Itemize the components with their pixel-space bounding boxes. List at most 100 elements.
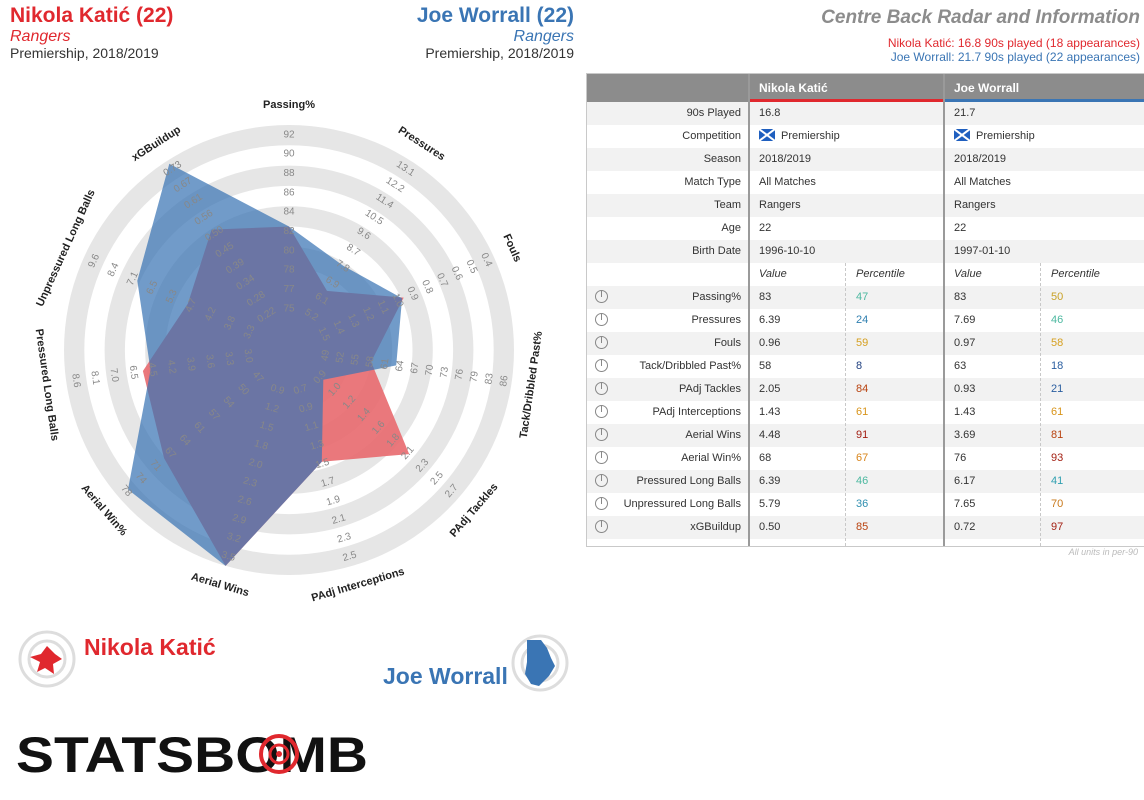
player1-value-text: All Matches — [759, 176, 816, 188]
tick-label: 3.3 — [222, 351, 235, 367]
table-row: Fouls 0.96 59 0.97 58 — [587, 332, 1144, 355]
scotland-flag-icon — [759, 129, 775, 141]
table-row: Unpressured Long Balls 5.79 36 7.65 70 — [587, 493, 1144, 516]
player1-percentile: 84 — [856, 383, 869, 395]
player1-value: 22 — [759, 217, 771, 240]
tick-label: 3.3 — [242, 323, 258, 341]
radar-series — [128, 163, 410, 566]
row-label: PAdj Interceptions — [652, 406, 741, 418]
scotland-flag-icon — [954, 129, 970, 141]
row-label: Pressured Long Balls — [636, 475, 741, 487]
column-divider — [943, 74, 945, 546]
player1-value: 83 — [759, 291, 772, 303]
tick-label: 92 — [283, 129, 295, 140]
tick-label: 1.7 — [320, 475, 337, 490]
tick-label: 1.9 — [325, 494, 342, 509]
player2-competition: Premiership, 2018/2019 — [425, 45, 574, 61]
player2-percentile: 61 — [1051, 406, 1064, 418]
tick-label: 0.6 — [449, 265, 465, 283]
axis-label: Tack/Dribbled Past% — [518, 330, 545, 439]
player1-team: Rangers — [10, 28, 71, 45]
tick-label: 1.4 — [331, 319, 347, 337]
tick-label: 8.4 — [106, 261, 122, 279]
table-subheader: Value Percentile Value Percentile — [587, 263, 1144, 286]
player2-value: 2018/2019 — [954, 148, 1006, 171]
table-row: xGBuildup 0.50 85 0.72 97 — [587, 516, 1144, 539]
axis-label: Pressured Long Balls — [33, 328, 61, 442]
player1-percentile: 91 — [856, 429, 869, 441]
tick-label: 1.0 — [390, 292, 406, 310]
table-row: Tack/Dribbled Past% 58 8 63 18 — [587, 355, 1144, 378]
tick-label: 75 — [283, 303, 295, 314]
player1-percentile: 46 — [856, 475, 869, 487]
tick-label: 0.9 — [404, 285, 420, 303]
tick-label: 80 — [283, 245, 295, 256]
tick-label: 2.3 — [336, 531, 353, 546]
player2-value: Premiership — [954, 125, 1035, 148]
tick-label: 0.9 — [298, 401, 315, 416]
player2-value-text: Rangers — [954, 199, 996, 211]
tick-label: 88 — [283, 168, 295, 179]
tick-label: 4.7 — [183, 296, 199, 314]
table-header: Nikola Katić Joe Worrall — [587, 74, 1144, 102]
radar-chart: 757778808284868890925.26.16.97.88.79.610… — [33, 99, 545, 604]
tick-label: 1.5 — [314, 457, 331, 472]
tick-label: 2.3 — [242, 475, 259, 490]
player2-value-text: 2018/2019 — [954, 153, 1006, 165]
axis-label: Aerial Wins — [190, 571, 251, 599]
player1-value-text: 2018/2019 — [759, 153, 811, 165]
tick-label: 76 — [454, 368, 467, 381]
tick-label: 86 — [283, 187, 295, 198]
tick-label: 78 — [283, 265, 295, 276]
tick-label: 90 — [283, 149, 295, 160]
player2-percentile: 18 — [1051, 360, 1064, 372]
table-row: Birth Date 1996-10-10 1997-01-10 — [587, 240, 1144, 263]
player1-value-text: 22 — [759, 222, 772, 234]
radar-series-2 — [128, 163, 403, 566]
tick-label: 61 — [379, 357, 392, 370]
player2-percentile: 70 — [1051, 498, 1064, 510]
table-row: PAdj Interceptions 1.43 61 1.43 61 — [587, 401, 1144, 424]
tick-label: 2.0 — [247, 457, 264, 472]
player2-value: 21.7 — [954, 102, 975, 125]
tick-label: 0.7 — [434, 272, 450, 290]
player2-percentile: 58 — [1051, 337, 1064, 349]
tick-label: 1.1 — [375, 299, 391, 317]
player1-value: 0.50 — [759, 521, 781, 533]
row-label: Age — [721, 222, 741, 234]
tick-label: 3.6 — [203, 354, 216, 370]
tick-label: 7.1 — [125, 270, 141, 288]
tick-label: 79 — [468, 370, 481, 383]
player1-name: Nikola Katić (22) — [10, 4, 174, 27]
percentile-header: Percentile — [856, 268, 905, 280]
tick-label: 1.2 — [360, 305, 376, 323]
player2-percentile: 21 — [1051, 383, 1064, 395]
player2-value-text: Premiership — [976, 130, 1035, 142]
player1-percentile: 61 — [856, 406, 869, 418]
player1-percentile: 47 — [856, 291, 869, 303]
tick-label: 0.9 — [269, 383, 286, 398]
player2-percentile: 81 — [1051, 429, 1064, 441]
row-label: PAdj Tackles — [679, 383, 741, 395]
tick-label: 0.8 — [419, 278, 435, 296]
player2-value: 7.69 — [954, 314, 976, 326]
player2-percentile: 93 — [1051, 452, 1064, 464]
player1-percentile: 24 — [856, 314, 869, 326]
player2-value: 0.97 — [954, 337, 976, 349]
player1-percentile: 67 — [856, 452, 869, 464]
tick-label: 4.2 — [203, 305, 219, 323]
tick-label: 84 — [283, 207, 295, 218]
tick-label: 70 — [424, 364, 437, 377]
tick-label: 8.6 — [69, 373, 82, 389]
player2-value: 7.65 — [954, 498, 976, 510]
player1-value-text: Premiership — [781, 130, 840, 142]
player2-value: 63 — [954, 360, 967, 372]
row-label: Pressures — [691, 314, 741, 326]
table-row: Competition Premiership Premiership — [587, 125, 1144, 148]
tick-label: 1.3 — [309, 438, 326, 453]
tick-label: 4.5 — [146, 362, 159, 378]
stat-icon — [595, 290, 608, 303]
player2-percentile: 46 — [1051, 314, 1064, 326]
player2-value: 0.93 — [954, 383, 976, 395]
tick-label: 82 — [283, 226, 295, 237]
